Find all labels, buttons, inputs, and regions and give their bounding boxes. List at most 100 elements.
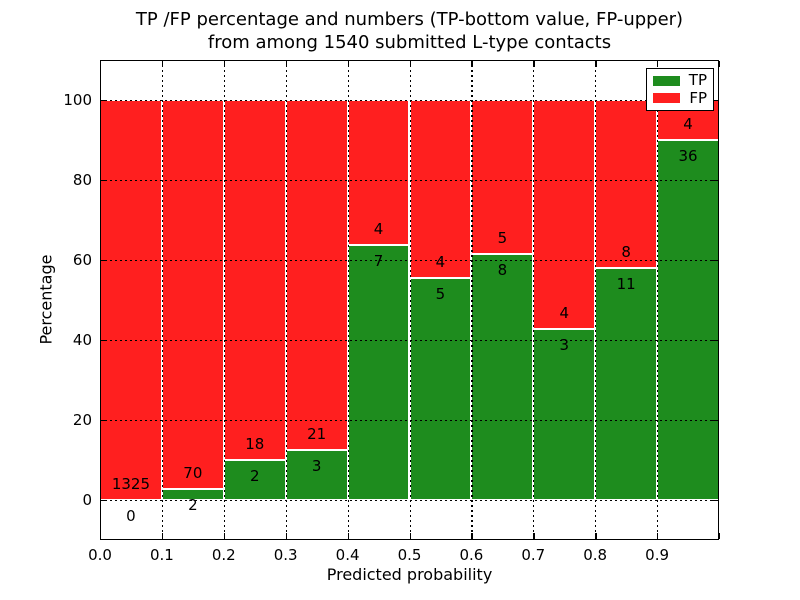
gridline-vertical bbox=[285, 60, 287, 540]
bar-label-tp: 11 bbox=[616, 275, 636, 294]
bar-label-fp: 1325 bbox=[111, 475, 151, 493]
x-tick-top bbox=[533, 61, 535, 67]
gridline-vertical bbox=[409, 60, 411, 540]
y-tick-right bbox=[712, 100, 718, 102]
x-tick bbox=[347, 533, 349, 539]
legend-item-fp: FP bbox=[653, 88, 707, 107]
gridline-vertical bbox=[533, 60, 535, 540]
x-tick bbox=[657, 533, 659, 539]
x-tick-label: 0.8 bbox=[583, 546, 608, 564]
bar-label-tp: 2 bbox=[188, 495, 198, 514]
gridline-vertical bbox=[161, 60, 164, 540]
y-tick-label: 100 bbox=[63, 91, 92, 109]
bar-segment-tp bbox=[595, 268, 658, 500]
y-tick bbox=[101, 420, 107, 422]
x-tick-label: 0.1 bbox=[149, 546, 174, 564]
bar-label-fp: 5 bbox=[497, 228, 508, 247]
y-tick-label: 60 bbox=[72, 251, 92, 269]
bar-segment-tp bbox=[471, 253, 534, 500]
bar-label-tp: 8 bbox=[497, 260, 508, 279]
legend: TP FP bbox=[646, 68, 714, 111]
bar-segment-tp bbox=[347, 245, 410, 500]
y-tick-right bbox=[712, 340, 718, 342]
x-tick bbox=[285, 533, 288, 539]
bar-label-tp: 7 bbox=[373, 252, 384, 271]
bar-label-fp: 4 bbox=[373, 220, 384, 239]
bar-label-tp: 36 bbox=[678, 147, 698, 165]
x-tick-label: 0.6 bbox=[459, 546, 484, 564]
y-tick bbox=[101, 500, 107, 502]
x-tick-label: 0.2 bbox=[211, 546, 236, 564]
bar-label-tp: 3 bbox=[559, 335, 570, 354]
bar-label-tp: 5 bbox=[435, 284, 446, 303]
x-tick-label: 0.0 bbox=[88, 546, 112, 564]
chart-title: TP /FP percentage and numbers (TP-bottom… bbox=[100, 8, 719, 54]
bar-label-fp: 8 bbox=[621, 243, 631, 262]
bar-label-tp: 0 bbox=[126, 507, 136, 525]
x-tick-top bbox=[595, 61, 597, 67]
x-tick-top bbox=[100, 61, 102, 67]
gridline-vertical bbox=[223, 60, 225, 540]
x-tick-label: 0.9 bbox=[645, 546, 670, 564]
gridline-horizontal bbox=[100, 420, 719, 422]
x-tick-label: 0.4 bbox=[335, 546, 360, 564]
chart-title-line2: from among 1540 submitted L-type contact… bbox=[207, 32, 612, 53]
x-tick bbox=[223, 533, 226, 539]
x-tick bbox=[533, 533, 535, 539]
bar-segment-fp bbox=[161, 100, 224, 489]
y-axis-label: Percentage bbox=[36, 254, 56, 345]
bar-label-fp: 70 bbox=[183, 463, 203, 482]
legend-swatch-tp-icon bbox=[653, 75, 680, 86]
gridline-vertical bbox=[595, 60, 597, 540]
bar-segment-tp bbox=[223, 460, 286, 500]
bar-segment-fp bbox=[347, 100, 410, 246]
x-tick-label: 0.3 bbox=[273, 546, 298, 564]
y-tick bbox=[101, 180, 107, 182]
y-tick-label: 40 bbox=[72, 331, 92, 349]
y-tick-label: 20 bbox=[72, 411, 92, 429]
x-tick-top bbox=[161, 61, 164, 67]
bar-label-tp: 2 bbox=[249, 467, 260, 485]
bar-segment-tp bbox=[285, 450, 348, 500]
x-tick bbox=[595, 533, 597, 539]
y-tick-right bbox=[712, 420, 718, 422]
bar-label-fp: 21 bbox=[307, 425, 327, 443]
gridline-vertical bbox=[657, 60, 659, 540]
bar-segment-tp bbox=[657, 140, 719, 500]
x-tick bbox=[719, 533, 721, 539]
bar-segment-fp bbox=[100, 100, 162, 500]
x-tick bbox=[409, 533, 411, 539]
bar-label-fp: 4 bbox=[683, 115, 693, 133]
y-tick bbox=[101, 340, 107, 342]
y-tick-right bbox=[712, 260, 718, 262]
x-tick-top bbox=[719, 61, 721, 67]
x-tick bbox=[100, 533, 102, 539]
x-tick-top bbox=[285, 61, 288, 67]
gridline-horizontal bbox=[100, 180, 719, 182]
gridline-horizontal bbox=[100, 260, 719, 262]
chart-title-line1: TP /FP percentage and numbers (TP-bottom… bbox=[135, 9, 684, 30]
gridline-horizontal bbox=[100, 340, 719, 342]
bar-segment-fp bbox=[285, 100, 348, 450]
bar-segment-fp bbox=[533, 100, 596, 329]
gridline-vertical bbox=[347, 60, 349, 540]
bar-label-fp: 4 bbox=[559, 303, 570, 322]
y-tick-right bbox=[712, 180, 718, 182]
x-tick bbox=[161, 533, 164, 539]
bar-label-tp: 3 bbox=[311, 457, 322, 475]
x-tick-top bbox=[223, 61, 226, 67]
y-tick bbox=[101, 100, 107, 102]
bar-label-fp: 4 bbox=[435, 252, 446, 271]
bar-segment-fp bbox=[409, 100, 472, 278]
legend-swatch-fp-icon bbox=[653, 93, 681, 104]
legend-label-tp: TP bbox=[688, 71, 707, 90]
legend-label-fp: FP bbox=[689, 88, 707, 107]
x-tick-top bbox=[409, 61, 411, 67]
bar-segment-fp bbox=[223, 100, 286, 460]
bar-segment-tp bbox=[409, 277, 472, 500]
y-tick bbox=[101, 260, 107, 262]
bar-segment-tp bbox=[533, 328, 596, 500]
y-tick-label: 80 bbox=[72, 171, 92, 189]
y-tick-label: 0 bbox=[82, 491, 92, 509]
